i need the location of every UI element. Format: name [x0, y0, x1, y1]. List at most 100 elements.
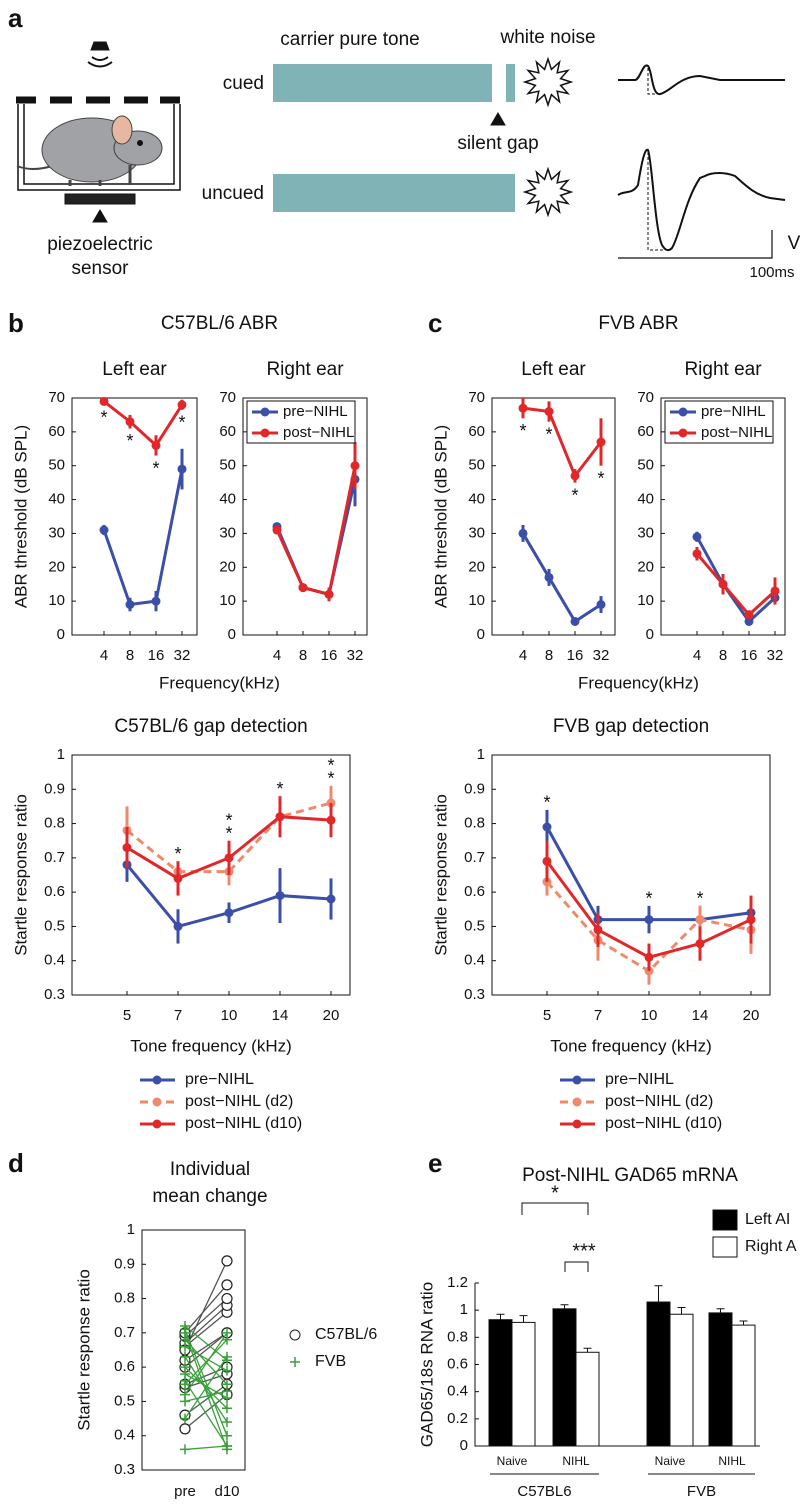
- point: [180, 1351, 190, 1362]
- point: [324, 589, 334, 599]
- series-line: [102, 468, 184, 607]
- legend-swatch: [712, 1209, 738, 1231]
- point: [644, 915, 654, 925]
- x-axis-label: Frequency(kHz): [578, 673, 699, 692]
- bar: [731, 1324, 756, 1447]
- x-tick-label: 32: [767, 647, 784, 664]
- error-bar: [583, 1347, 592, 1353]
- chart-title: mean change: [152, 1186, 267, 1207]
- bracket: [521, 1202, 589, 1215]
- group-label: FVB: [687, 1483, 716, 1500]
- axes-box: [491, 397, 616, 636]
- legend-marker: [289, 1329, 301, 1341]
- arrow: [490, 112, 506, 126]
- y-tick-label: 70: [468, 389, 485, 406]
- subject-line: [184, 1332, 228, 1450]
- y-tick-label: 20: [637, 558, 654, 575]
- chart-title: FVB gap detection: [553, 716, 709, 737]
- y-tick-label: 0.6: [114, 1358, 135, 1375]
- y-tick-label: 0.9: [114, 1255, 135, 1272]
- point: [99, 525, 109, 535]
- error-bar: [560, 1304, 569, 1309]
- y-tick-label: 1: [127, 1221, 135, 1238]
- y-tick-label: 1: [57, 746, 65, 763]
- chart-title: Post-NIHL GAD65 mRNA: [522, 1165, 738, 1186]
- point: [596, 600, 606, 610]
- x-tick-label: 5: [123, 1007, 131, 1024]
- subject-line: [184, 1304, 228, 1344]
- bar: [708, 1312, 733, 1447]
- y-tick-label: 0.3: [44, 986, 65, 1003]
- speaker: [90, 41, 110, 51]
- y-tick-label: 40: [48, 491, 65, 508]
- y-tick-label: 0.4: [464, 952, 485, 969]
- y-tick-label: 50: [48, 457, 65, 474]
- point: [222, 1327, 232, 1338]
- point: [744, 610, 754, 620]
- point: [518, 403, 528, 413]
- label: V: [788, 233, 801, 254]
- trace: [617, 148, 786, 252]
- legend-marker: [572, 1097, 582, 1107]
- point: [224, 853, 234, 863]
- y-tick-label: 0.5: [44, 917, 65, 934]
- tone-bar: [273, 174, 515, 212]
- point: [695, 915, 705, 925]
- point: [272, 525, 282, 535]
- point: [593, 925, 603, 935]
- legend-label: Right A: [745, 1238, 797, 1255]
- point: [542, 856, 552, 866]
- x-tick-label: 14: [272, 1007, 289, 1024]
- y-tick-label: 30: [48, 524, 65, 541]
- error-bar: [519, 1315, 528, 1323]
- y-tick-label: 1: [460, 1301, 468, 1318]
- bar: [488, 1319, 513, 1447]
- axes-box: [71, 754, 351, 996]
- legend-marker: [678, 407, 688, 417]
- bar: [511, 1321, 536, 1447]
- subject-line: [184, 1332, 228, 1395]
- trace-marker: [647, 152, 664, 251]
- y-tick-label: 0.4: [44, 952, 65, 969]
- x-tick-label: NIHL: [718, 1454, 746, 1468]
- panel-label: b: [8, 308, 24, 338]
- significance: *: [571, 485, 578, 505]
- point: [151, 440, 161, 450]
- y-tick-label: 70: [219, 389, 236, 406]
- label: carrier pure tone: [280, 29, 419, 50]
- axes-box: [491, 754, 771, 996]
- x-tick-label: 32: [347, 647, 364, 664]
- x-tick-label: 8: [545, 647, 553, 664]
- legend-marker: [572, 1075, 582, 1085]
- y-tick-label: 0.5: [464, 917, 485, 934]
- point: [221, 1292, 233, 1305]
- significance: *: [100, 408, 107, 428]
- bracket: [564, 1261, 589, 1272]
- subject-line: [184, 1394, 228, 1430]
- point: [177, 464, 187, 474]
- subject-line: [184, 1311, 228, 1348]
- y-tick-label: 0.7: [44, 849, 65, 866]
- legend-swatch: [712, 1236, 738, 1258]
- x-tick-label: 14: [692, 1007, 709, 1024]
- legend-label: Left AI: [745, 1211, 790, 1228]
- x-tick-label: 16: [741, 647, 758, 664]
- x-tick-label: 16: [567, 647, 584, 664]
- y-tick-label: 20: [48, 558, 65, 575]
- subject-line: [184, 1445, 228, 1451]
- y-tick-label: 20: [219, 558, 236, 575]
- significance: *: [276, 779, 283, 799]
- y-tick-label: 60: [219, 423, 236, 440]
- y-tick-label: 0.4: [447, 1383, 468, 1400]
- y-tick-label: 10: [219, 592, 236, 609]
- point: [644, 952, 654, 962]
- label: sensor: [71, 258, 129, 279]
- y-axis-label: GAD65/18s RNA ratio: [417, 1282, 436, 1447]
- subject-line: [184, 1366, 228, 1385]
- subject-line: [184, 1332, 228, 1368]
- y-axis-label: Startle response ratio: [431, 794, 450, 956]
- trace-marker: [647, 68, 660, 95]
- axes-box: [141, 1229, 246, 1471]
